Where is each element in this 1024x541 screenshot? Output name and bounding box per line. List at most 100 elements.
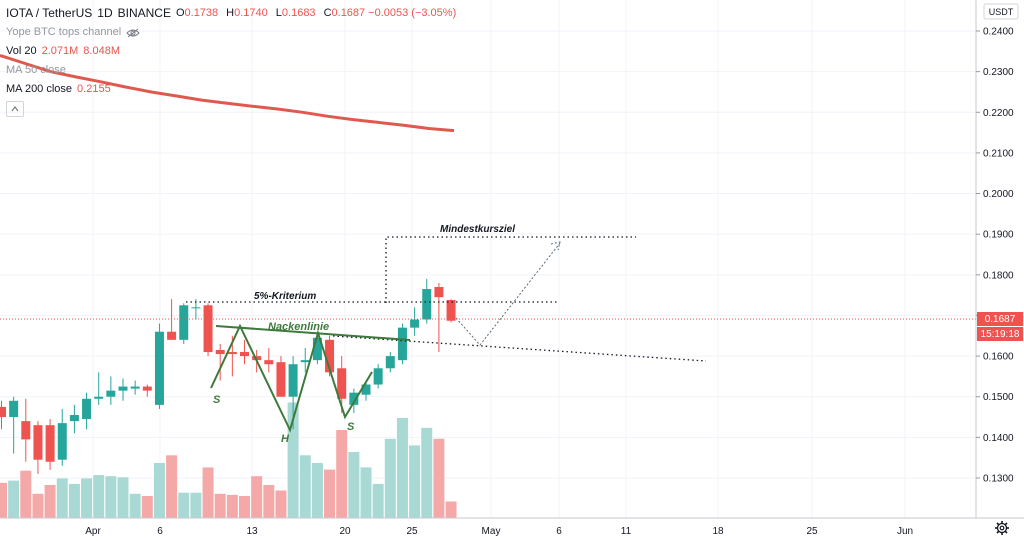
volume-bar (81, 478, 93, 518)
volume-bar (311, 463, 323, 518)
volume-bar (56, 478, 68, 518)
vol-name[interactable]: Vol 20 (6, 45, 37, 57)
ohlc-open-label: O (175, 7, 185, 19)
ohlc-high-label: H (226, 7, 235, 19)
candle-body (57, 423, 67, 460)
volume-bar (372, 483, 384, 518)
time-tick-label: Jun (897, 526, 913, 537)
candle[interactable] (385, 352, 395, 373)
ohlc-close-value: 0.1687 (331, 7, 366, 19)
candle[interactable] (82, 392, 92, 430)
candle[interactable] (9, 396, 19, 454)
volume-bar (141, 496, 153, 518)
price-tick-label: 0.1300 (983, 474, 1014, 485)
candle-body (142, 386, 152, 391)
candle[interactable] (167, 299, 177, 340)
candle[interactable] (276, 356, 286, 397)
candle-body (21, 421, 31, 440)
candle[interactable] (154, 323, 164, 409)
countdown-tag (977, 327, 1023, 341)
candle[interactable] (422, 278, 432, 324)
volume-bar (8, 480, 20, 518)
candle-body (118, 386, 128, 391)
symbol-title[interactable]: IOTA / TetherUS (6, 6, 93, 20)
last-price-value: 0.1687 (985, 314, 1016, 325)
interval-label[interactable]: 1D (97, 6, 113, 20)
volume-bar (445, 501, 457, 518)
neckline[interactable] (215, 325, 411, 341)
volume-bar (153, 463, 165, 518)
projection-arrowhead (550, 241, 561, 251)
volume-bar (263, 485, 275, 518)
candle-body (252, 356, 262, 361)
ohlc-change: −0.0053 (−3.05%) (368, 7, 457, 19)
candle[interactable] (57, 408, 67, 466)
time-tick-label: 25 (406, 526, 418, 537)
vol-row[interactable]: Vol 20 2.071M 8.048M (6, 42, 459, 61)
ohlc-open: O0.1738 (176, 4, 221, 23)
projection-path[interactable] (455, 242, 561, 346)
volume-bar (336, 430, 348, 518)
time-tick-label: 20 (339, 526, 351, 537)
candle[interactable] (240, 339, 249, 365)
script-name[interactable]: Yope BTC tops channel (6, 26, 122, 38)
candle-body (349, 392, 359, 405)
price-tick-label: 0.2300 (983, 67, 1014, 78)
candle[interactable] (94, 372, 104, 405)
candle[interactable] (203, 303, 213, 357)
candle[interactable] (373, 364, 383, 389)
candle[interactable] (142, 384, 152, 397)
candle-body (312, 337, 322, 361)
hide-eye-icon[interactable] (126, 28, 140, 38)
criterion-label: 5%-Kriterium (254, 291, 316, 302)
support-line[interactable] (332, 335, 707, 362)
price-tick-label: 0.2200 (983, 108, 1014, 119)
settings-gear-icon[interactable] (994, 520, 1010, 536)
volume-bar (275, 490, 287, 518)
currency-badge[interactable] (983, 3, 1019, 20)
time-tick-label: 11 (621, 526, 632, 537)
candle[interactable] (446, 299, 456, 323)
volume-bar (190, 492, 202, 518)
ma50-name[interactable]: MA 50 close (6, 64, 66, 76)
shs-pattern[interactable] (210, 323, 373, 433)
candle[interactable] (397, 323, 407, 365)
ma200-value: 0.2155 (77, 83, 111, 95)
candle[interactable] (118, 378, 128, 401)
legend-collapse-button[interactable] (6, 101, 24, 117)
volume-bar (105, 476, 117, 518)
volume-bar (409, 445, 421, 518)
price-tick-label: 0.1500 (983, 392, 1014, 403)
script-row[interactable]: Yope BTC tops channel (6, 23, 459, 42)
time-axis[interactable]: Apr 6 13 20 25 May 6 11 18 25 Jun (0, 517, 1024, 541)
candle[interactable] (130, 380, 140, 395)
candle[interactable] (264, 347, 274, 373)
ma200-series-line[interactable] (0, 53, 455, 133)
candle[interactable] (0, 400, 6, 430)
candle-body (191, 307, 201, 309)
candle-body (422, 289, 432, 320)
target-label: Mindestkursziel (440, 224, 515, 235)
candle[interactable] (45, 419, 55, 470)
candle[interactable] (410, 307, 420, 336)
ma200-name[interactable]: MA 200 close (6, 83, 73, 95)
candle[interactable] (69, 404, 79, 434)
time-tick-label: 6 (556, 526, 562, 537)
candle[interactable] (33, 421, 43, 474)
candle[interactable] (434, 282, 444, 353)
candle[interactable] (215, 343, 225, 381)
candle-body (215, 349, 225, 355)
candle-body (82, 398, 92, 420)
ma200-row[interactable]: MA 200 close 0.2155 (6, 80, 459, 99)
candle[interactable] (300, 347, 310, 373)
candle[interactable] (106, 376, 116, 405)
ma200-line (0, 53, 455, 133)
candle[interactable] (179, 303, 189, 344)
candle[interactable] (21, 398, 31, 462)
candle-body (69, 415, 79, 422)
price-axis[interactable]: USDT 0.2400 0.2300 0.2200 0.2100 0.2000 0.190… (975, 0, 1024, 518)
ma50-row[interactable]: MA 50 close (6, 61, 459, 80)
symbol-row[interactable]: IOTA / TetherUS 1D BINANCE O0.1738 H0.17… (6, 4, 459, 23)
